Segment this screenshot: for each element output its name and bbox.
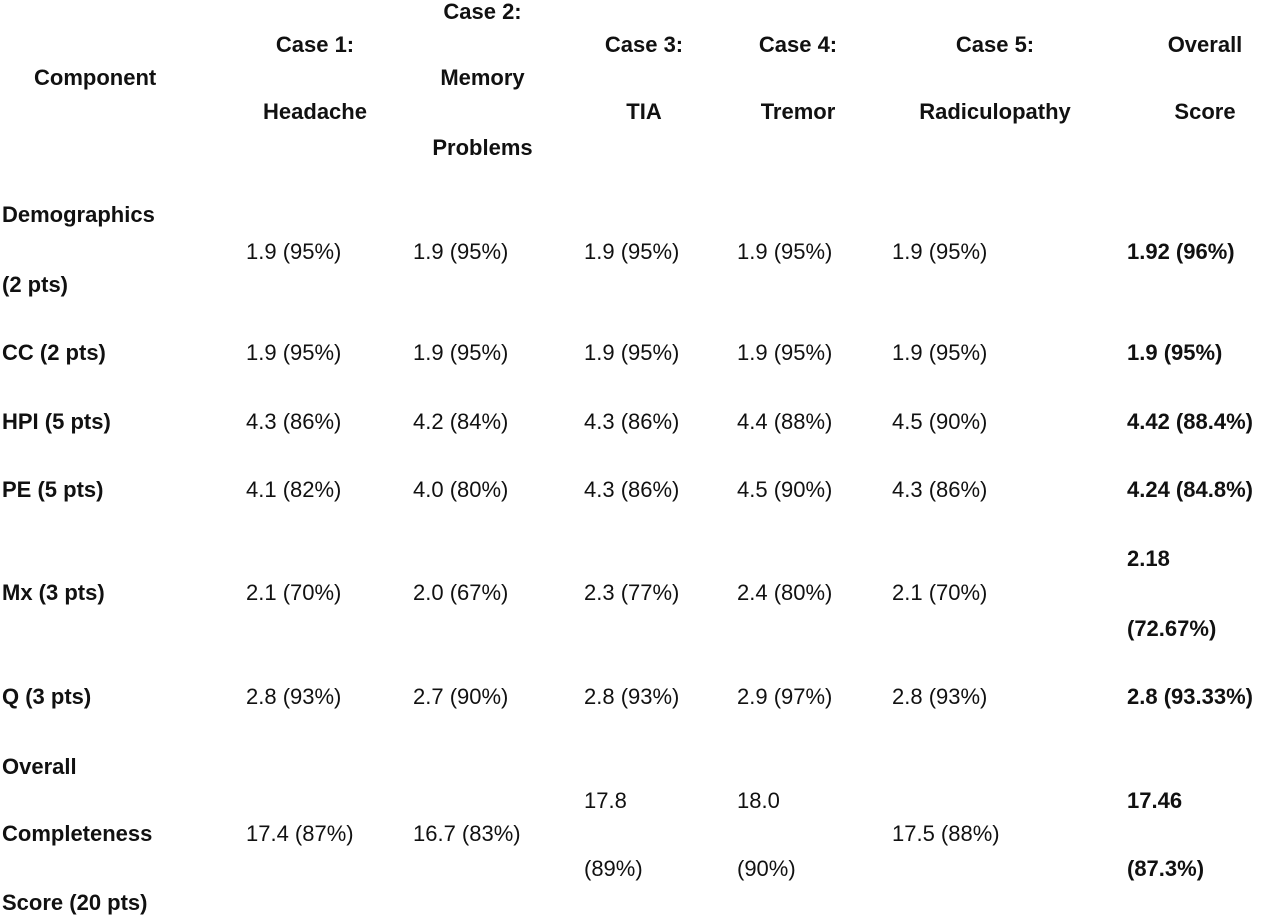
cell-demographics-case-3: 1.9 (95%)	[584, 239, 680, 264]
cell-overall-case-3-line-1: 17.8	[584, 788, 627, 813]
cell-cc-case-1: 1.9 (95%)	[246, 340, 342, 365]
cell-hpi-overall: 4.42 (88.4%)	[1127, 409, 1253, 434]
cell-mx-case-5: 2.1 (70%)	[892, 580, 988, 605]
row-label-cc: CC (2 pts)	[2, 340, 106, 365]
cell-hpi-case-4: 4.4 (88%)	[737, 409, 833, 434]
cell-q-case-5: 2.8 (93%)	[892, 684, 988, 709]
cell-mx-overall-line-2: (72.67%)	[1127, 616, 1217, 641]
row-label-demographics-2: (2 pts)	[2, 272, 68, 297]
row-label-q: Q (3 pts)	[2, 684, 92, 709]
cell-demographics-overall: 1.92 (96%)	[1127, 239, 1235, 264]
cell-mx-case-1: 2.1 (70%)	[246, 580, 342, 605]
cell-pe-case-5: 4.3 (86%)	[892, 477, 988, 502]
cell-overall-case-4-line-2: (90%)	[737, 856, 796, 881]
cell-overall-case-4-line-1: 18.0	[737, 788, 780, 813]
row-label-overall-3: Score (20 pts)	[2, 890, 148, 915]
cell-overall-overall-line-1: 17.46	[1127, 788, 1183, 813]
row-label-overall-2: Completeness	[2, 821, 153, 846]
cell-overall-case-5: 17.5 (88%)	[892, 821, 1000, 846]
header-overall-line-2: Score	[1174, 99, 1236, 124]
header-case-2-line-3: Problems	[432, 135, 533, 160]
cell-q-case-4: 2.9 (97%)	[737, 684, 833, 709]
cell-q-case-2: 2.7 (90%)	[413, 684, 509, 709]
cell-overall-case-1: 17.4 (87%)	[246, 821, 354, 846]
header-component: Component	[34, 65, 157, 90]
cell-hpi-case-5: 4.5 (90%)	[892, 409, 988, 434]
cell-pe-case-4: 4.5 (90%)	[737, 477, 833, 502]
cell-hpi-case-3: 4.3 (86%)	[584, 409, 680, 434]
cell-mx-overall-line-1: 2.18	[1127, 546, 1170, 571]
header-case-3-line-2: TIA	[626, 99, 662, 124]
cell-q-overall: 2.8 (93.33%)	[1127, 684, 1253, 709]
row-label-demographics-1: Demographics	[2, 202, 155, 227]
header-case-1-line-1: Case 1:	[275, 32, 355, 57]
cell-pe-overall: 4.24 (84.8%)	[1127, 477, 1253, 502]
cell-cc-case-3: 1.9 (95%)	[584, 340, 680, 365]
header-case-1-line-2: Headache	[263, 99, 367, 124]
row-label-mx: Mx (3 pts)	[2, 580, 105, 605]
cell-demographics-case-5: 1.9 (95%)	[892, 239, 988, 264]
row-label-hpi: HPI (5 pts)	[2, 409, 111, 434]
cell-overall-overall-line-2: (87.3%)	[1127, 856, 1205, 881]
cell-hpi-case-1: 4.3 (86%)	[246, 409, 342, 434]
cell-demographics-case-1: 1.9 (95%)	[246, 239, 342, 264]
row-label-overall-1: Overall	[2, 754, 77, 779]
cell-pe-case-3: 4.3 (86%)	[584, 477, 680, 502]
cell-overall-case-2: 16.7 (83%)	[413, 821, 521, 846]
cell-pe-case-1: 4.1 (82%)	[246, 477, 342, 502]
header-case-5-line-1: Case 5:	[955, 32, 1035, 57]
header-case-4-line-2: Tremor	[760, 99, 836, 124]
cell-overall-case-3-line-2: (89%)	[584, 856, 643, 881]
header-case-5-line-2: Radiculopathy	[919, 99, 1071, 124]
cell-q-case-1: 2.8 (93%)	[246, 684, 342, 709]
header-case-2-line-1: Case 2:	[443, 0, 522, 24]
header-case-3-line-1: Case 3:	[604, 32, 684, 57]
cell-q-case-3: 2.8 (93%)	[584, 684, 680, 709]
cell-demographics-case-4: 1.9 (95%)	[737, 239, 833, 264]
cell-mx-case-4: 2.4 (80%)	[737, 580, 833, 605]
cell-mx-case-3: 2.3 (77%)	[584, 580, 680, 605]
cell-hpi-case-2: 4.2 (84%)	[413, 409, 509, 434]
cell-cc-case-5: 1.9 (95%)	[892, 340, 988, 365]
row-label-pe: PE (5 pts)	[2, 477, 104, 502]
cell-pe-case-2: 4.0 (80%)	[413, 477, 509, 502]
cell-mx-case-2: 2.0 (67%)	[413, 580, 509, 605]
header-overall-line-1: Overall	[1167, 32, 1243, 57]
cell-cc-case-2: 1.9 (95%)	[413, 340, 509, 365]
header-case-4-line-1: Case 4:	[758, 32, 838, 57]
cell-cc-case-4: 1.9 (95%)	[737, 340, 833, 365]
header-case-1: Case 1: Headache	[250, 28, 380, 129]
cell-demographics-case-2: 1.9 (95%)	[413, 239, 509, 264]
cell-cc-overall: 1.9 (95%)	[1127, 340, 1223, 365]
header-case-2-line-2: Memory	[440, 65, 525, 90]
